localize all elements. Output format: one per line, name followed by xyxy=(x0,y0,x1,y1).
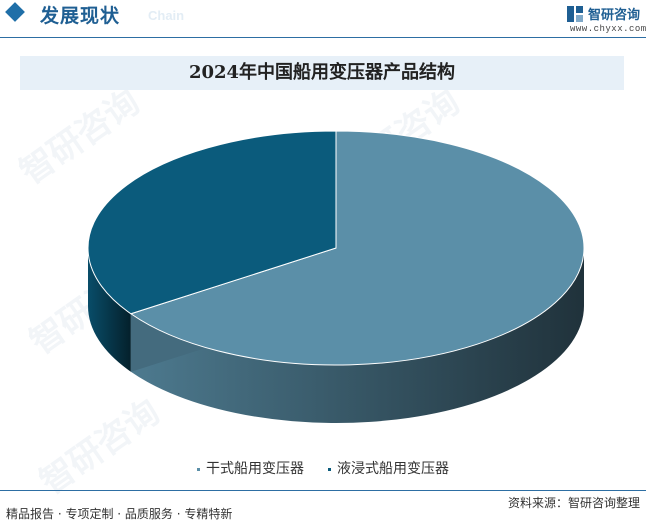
footer-slogan: 精品报告 · 专项定制 · 品质服务 · 专精特新 xyxy=(6,507,233,521)
pie-chart xyxy=(87,130,585,423)
pie-side-1 xyxy=(88,248,131,372)
diamond-icon xyxy=(5,2,25,22)
footer-source: 资料来源：智研咨询整理 xyxy=(507,496,640,510)
chart-title-box: 2024年中国船用变压器产品结构 xyxy=(20,56,624,90)
legend-item: 液浸式船用变压器 xyxy=(328,458,449,478)
logo-icon xyxy=(567,6,583,22)
section-subtitle: Chain xyxy=(148,8,185,23)
pie-slice-1 xyxy=(87,130,337,315)
brand-name: 智研咨询 xyxy=(588,8,641,23)
section-title: 发展现状 xyxy=(40,5,121,27)
pie-slice-0 xyxy=(129,130,585,366)
brand-url: www.chyxx.com xyxy=(570,24,646,34)
legend-label: 干式船用变压器 xyxy=(206,461,304,477)
chart-title: 2024年中国船用变压器产品结构 xyxy=(188,62,456,83)
legend: 干式船用变压器 液浸式船用变压器 xyxy=(0,458,646,478)
pie-side-0 xyxy=(130,248,584,423)
legend-swatch xyxy=(197,467,200,471)
legend-item: 干式船用变压器 xyxy=(197,458,304,478)
header: 发展现状 Chain 智研咨询 www.chyxx.com xyxy=(0,0,646,36)
legend-label: 液浸式船用变压器 xyxy=(337,461,449,477)
legend-swatch xyxy=(328,467,331,471)
header-divider xyxy=(0,37,646,38)
footer-divider xyxy=(0,490,646,491)
